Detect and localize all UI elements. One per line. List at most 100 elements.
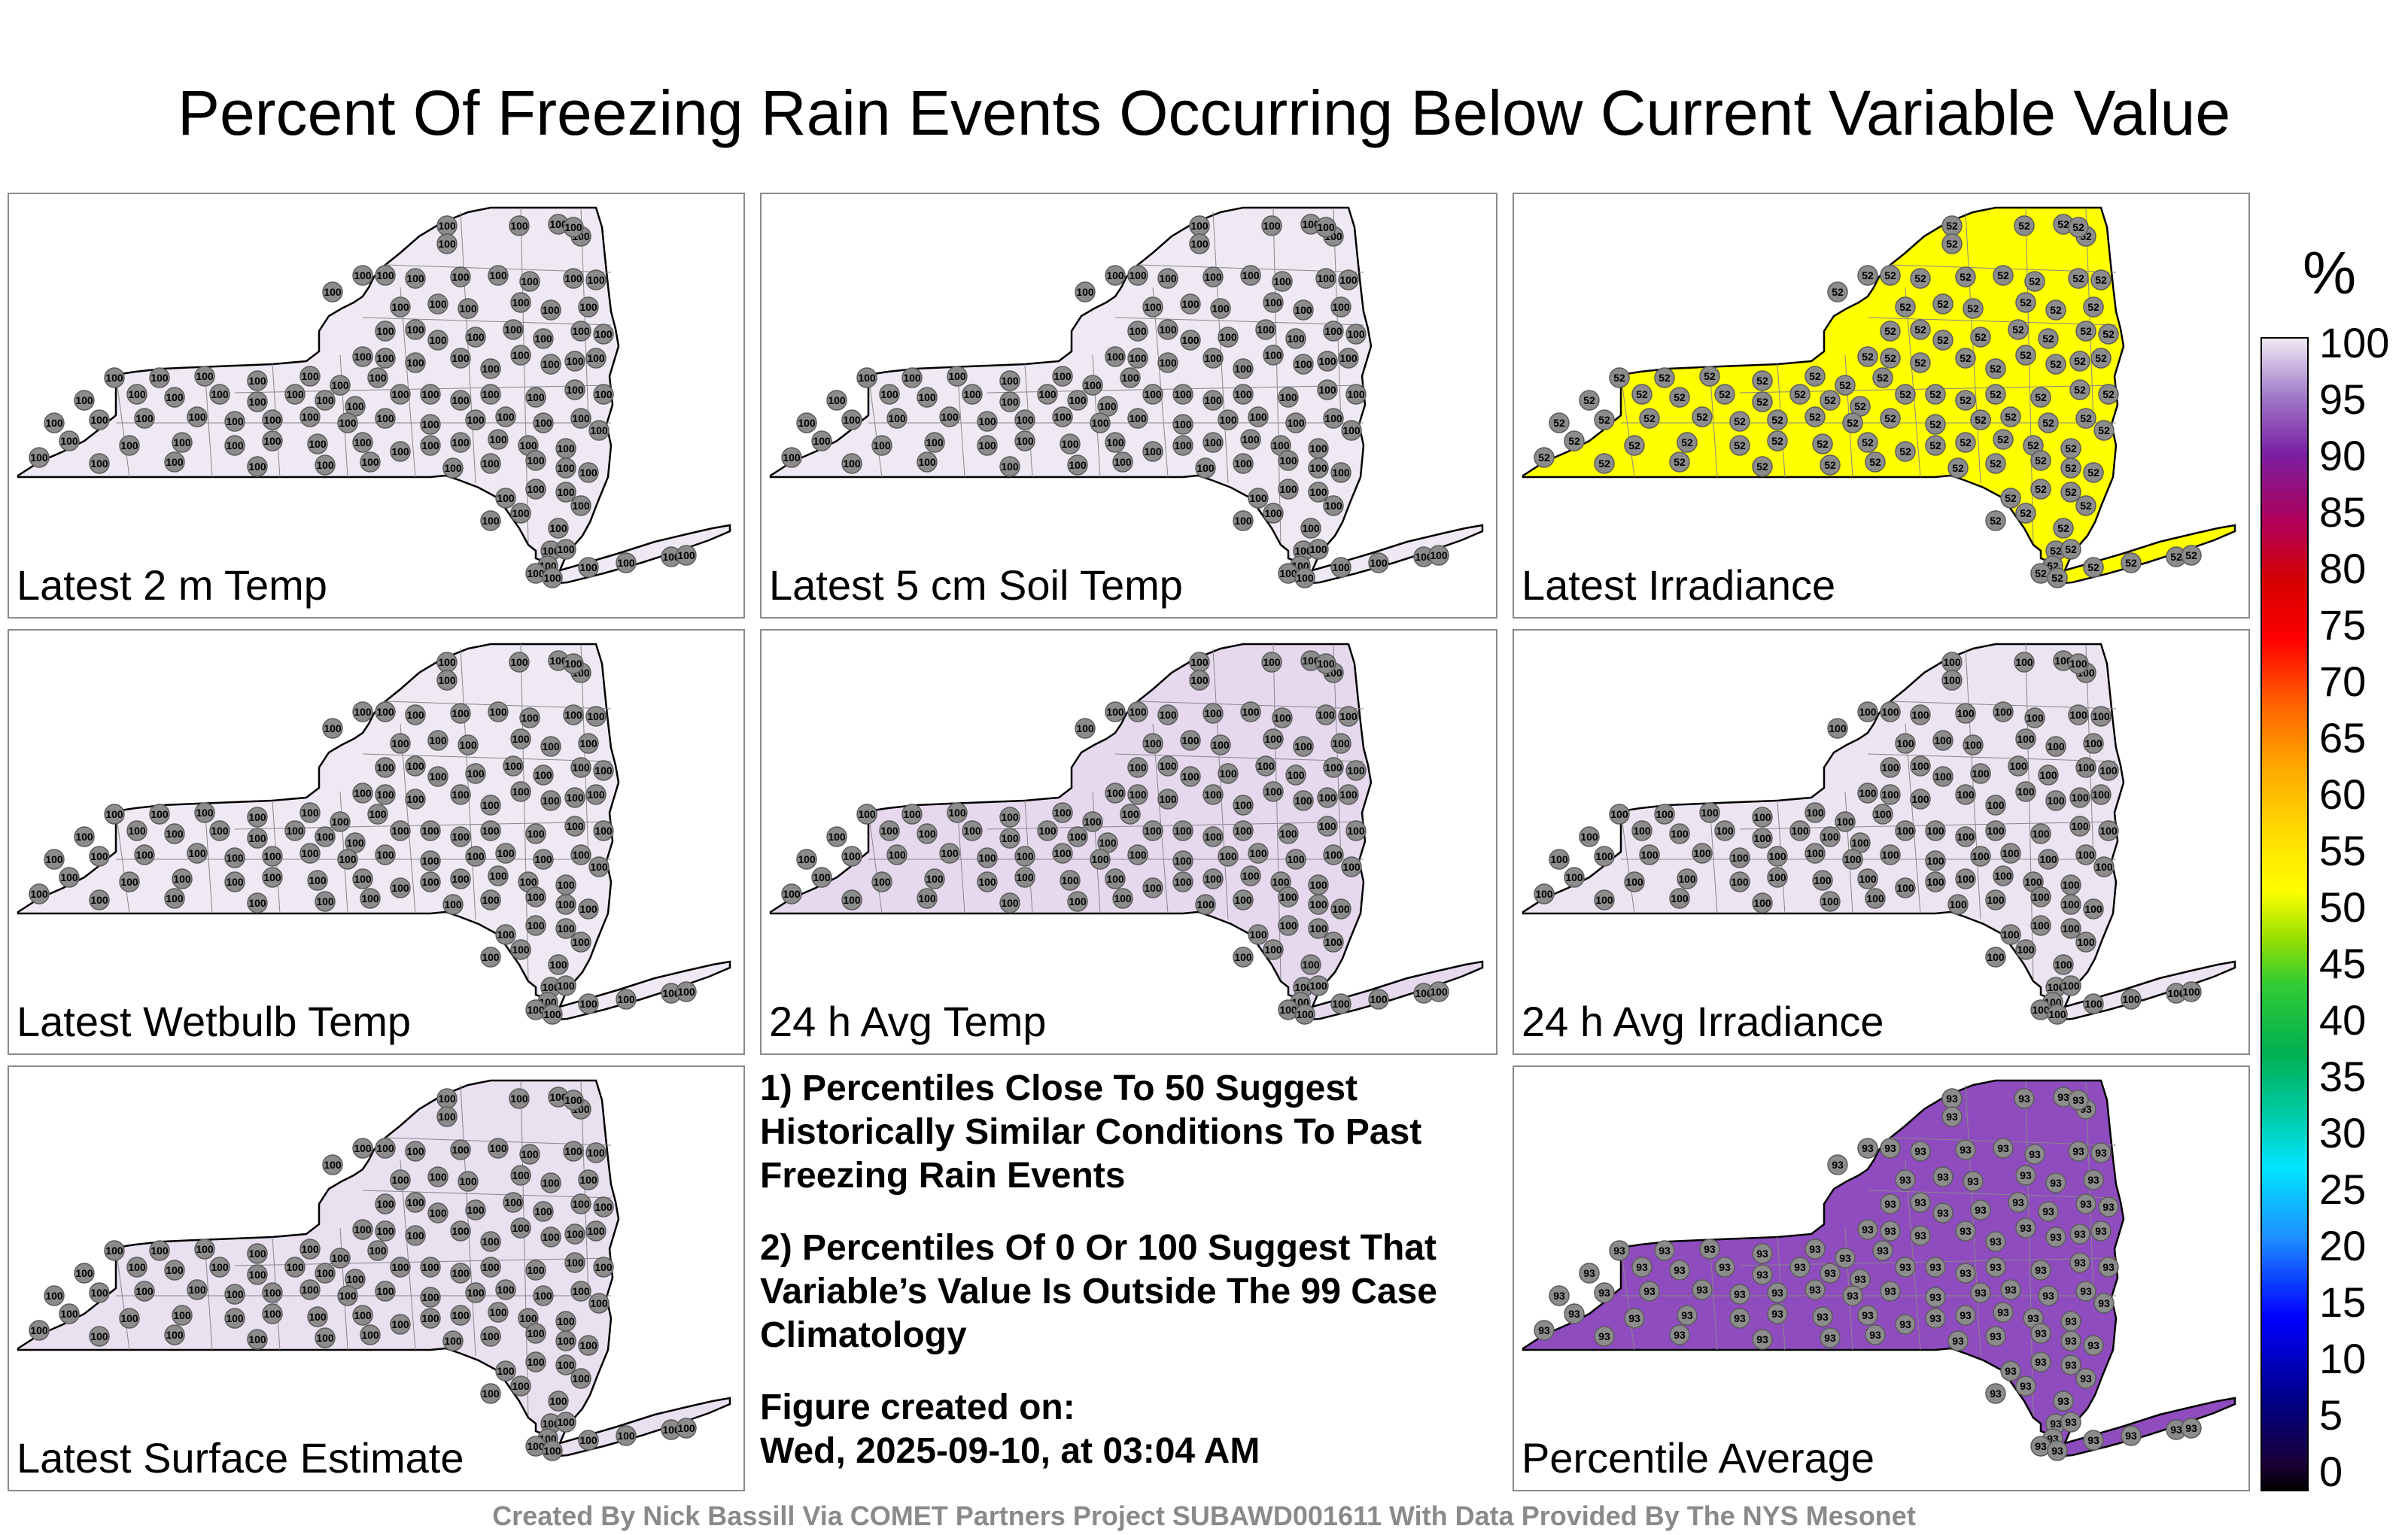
station-marker: 52 <box>1963 298 1984 319</box>
station-marker: 100 <box>375 701 396 722</box>
station-marker: 52 <box>2060 482 2081 503</box>
station-value: 100 <box>519 439 537 451</box>
station-value: 100 <box>1001 897 1019 909</box>
station-value: 93 <box>1832 1159 1844 1171</box>
station-value: 100 <box>1610 808 1628 820</box>
station-value: 100 <box>1106 873 1124 885</box>
station-value: 100 <box>90 850 108 862</box>
station-value: 52 <box>1847 417 1859 429</box>
station-marker: 100 <box>299 406 321 427</box>
station-marker: 100 <box>187 406 208 427</box>
station-value: 100 <box>534 1205 552 1217</box>
panel-label: 24 h Avg Temp <box>769 998 1047 1045</box>
station-value: 100 <box>1318 384 1336 396</box>
station-marker: 100 <box>1014 867 1035 888</box>
map-panel-24h-avg-irradiance: 100 100 100 100 100 100 100 100 100 100 100 100 100 1… <box>1513 629 2250 1055</box>
station-value: 100 <box>1324 412 1342 424</box>
station-marker: 100 <box>533 764 554 786</box>
station-marker: 93 <box>1669 1324 1690 1345</box>
station-value: 100 <box>1121 808 1139 820</box>
station-marker: 100 <box>1609 804 1630 825</box>
station-value: 100 <box>497 929 515 941</box>
station-value: 100 <box>1242 870 1260 882</box>
station-marker: 100 <box>1210 298 1231 319</box>
station-marker: 100 <box>1910 755 1931 777</box>
station-marker: 100 <box>390 384 411 405</box>
station-marker: 93 <box>2069 1252 2090 1273</box>
station-marker: 100 <box>480 947 501 968</box>
station-marker: 100 <box>284 820 306 841</box>
station-marker: 100 <box>1172 850 1193 871</box>
station-value: 100 <box>1302 655 1320 667</box>
station-value: 100 <box>1415 551 1433 563</box>
station-marker: 100 <box>1142 441 1163 462</box>
station-marker: 100 <box>826 390 847 411</box>
station-marker: 100 <box>540 736 561 757</box>
station-value: 100 <box>1768 871 1786 883</box>
station-marker: 52 <box>1752 391 1773 412</box>
station-marker: 100 <box>164 451 185 473</box>
station-value: 100 <box>482 951 500 963</box>
station-value: 100 <box>1324 325 1342 337</box>
station-value: 100 <box>1415 987 1433 999</box>
station-value: 100 <box>438 1093 456 1105</box>
station-marker: 100 <box>1941 652 1963 673</box>
map-panel-latest-5cm-soil-temp: 100 100 100 100 100 100 100 100 100 100 100 100 100 1… <box>760 193 1497 619</box>
county-line <box>1620 810 1635 914</box>
station-value: 100 <box>1159 760 1177 772</box>
station-marker: 100 <box>442 894 464 915</box>
station-value: 93 <box>2074 1257 2086 1269</box>
station-value: 100 <box>391 1318 409 1330</box>
station-marker: 100 <box>525 479 546 500</box>
station-marker: 100 <box>1105 265 1126 286</box>
station-marker: 52 <box>1925 414 1946 435</box>
station-marker: 100 <box>1189 233 1210 254</box>
station-marker: 100 <box>104 367 125 388</box>
station-marker: 100 <box>901 367 923 388</box>
station-value: 52 <box>1862 269 1874 281</box>
station-marker: 100 <box>947 802 968 823</box>
station-value: 100 <box>521 275 539 287</box>
station-value: 100 <box>173 873 191 885</box>
station-marker: 100 <box>1323 408 1344 429</box>
station-value: 52 <box>1824 459 1836 471</box>
station-marker: 100 <box>593 760 614 781</box>
station-value: 100 <box>948 807 966 819</box>
station-marker: 100 <box>525 886 546 907</box>
station-marker: 100 <box>1564 867 1585 888</box>
station-value: 100 <box>1129 352 1147 364</box>
station-marker: 52 <box>2008 319 2029 340</box>
station-value: 100 <box>1204 394 1222 406</box>
station-value: 100 <box>1099 400 1117 412</box>
county-line <box>1620 374 1635 478</box>
station-marker: 100 <box>1142 733 1163 754</box>
station-marker: 100 <box>375 348 396 369</box>
station-value: 100 <box>1174 439 1192 451</box>
station-value: 100 <box>941 411 959 423</box>
station-value: 100 <box>90 414 108 426</box>
station-marker: 100 <box>1827 718 1848 739</box>
station-marker: 100 <box>1270 435 1291 456</box>
station-marker: 100 <box>977 435 998 456</box>
station-marker: 93 <box>2181 1418 2202 1439</box>
station-value: 100 <box>1219 768 1237 780</box>
station-value: 93 <box>1937 1207 1949 1219</box>
station-value: 100 <box>527 1440 545 1452</box>
station-marker: 100 <box>465 763 486 784</box>
station-value: 100 <box>1866 892 1884 904</box>
station-value: 100 <box>1655 808 1674 820</box>
state-outline <box>17 206 731 585</box>
station-marker: 100 <box>262 1303 283 1324</box>
station-marker: 100 <box>570 757 591 778</box>
station-marker: 100 <box>119 871 140 892</box>
station-value: 100 <box>459 739 477 751</box>
station-marker: 100 <box>284 384 306 405</box>
station-marker: 100 <box>509 1088 530 1109</box>
station-value: 93 <box>2035 1440 2047 1452</box>
station-value: 100 <box>489 870 507 882</box>
station-value: 100 <box>361 892 379 904</box>
station-marker: 100 <box>450 868 471 889</box>
station-marker: 100 <box>465 327 486 348</box>
station-marker: 100 <box>194 366 215 387</box>
